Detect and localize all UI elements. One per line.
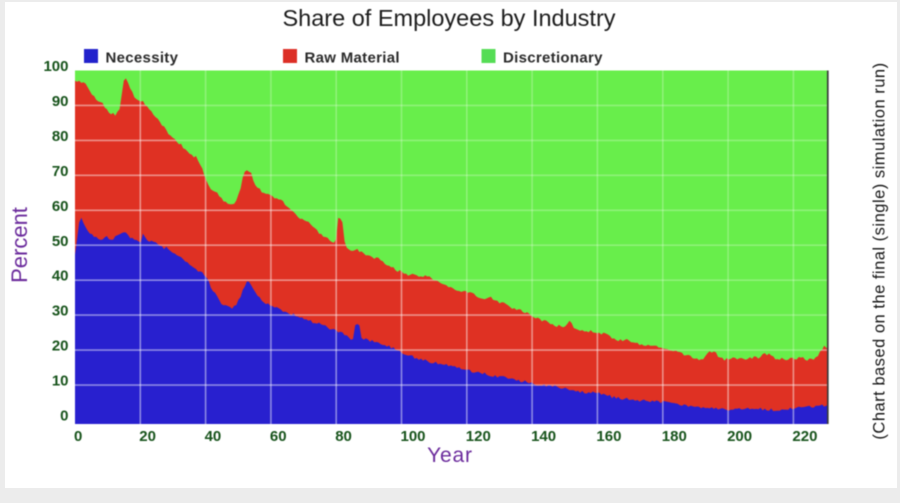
svg-text:30: 30 xyxy=(52,303,69,320)
svg-text:20: 20 xyxy=(52,338,69,355)
svg-text:140: 140 xyxy=(531,428,556,445)
svg-text:Share of Employees by Industry: Share of Employees by Industry xyxy=(282,5,615,31)
svg-text:100: 100 xyxy=(43,58,68,75)
svg-text:40: 40 xyxy=(205,428,222,445)
svg-text:180: 180 xyxy=(662,428,687,445)
svg-text:70: 70 xyxy=(52,163,69,180)
svg-text:0: 0 xyxy=(60,408,68,425)
svg-text:160: 160 xyxy=(596,428,621,445)
svg-text:40: 40 xyxy=(52,268,69,285)
svg-text:80: 80 xyxy=(335,428,352,445)
svg-text:Percent: Percent xyxy=(7,207,32,283)
svg-text:Year: Year xyxy=(427,444,473,467)
svg-text:200: 200 xyxy=(727,428,752,445)
svg-text:0: 0 xyxy=(74,428,82,445)
svg-text:50: 50 xyxy=(52,233,69,250)
svg-text:Raw Material: Raw Material xyxy=(305,50,400,67)
svg-text:Discretionary: Discretionary xyxy=(503,50,603,67)
svg-text:80: 80 xyxy=(52,128,69,145)
svg-text:(Chart based on the final (sin: (Chart based on the final (single) simul… xyxy=(871,62,889,439)
svg-text:60: 60 xyxy=(270,428,287,445)
svg-text:90: 90 xyxy=(52,93,69,110)
svg-text:Necessity: Necessity xyxy=(106,50,179,67)
svg-text:20: 20 xyxy=(139,428,156,445)
svg-text:220: 220 xyxy=(792,428,817,445)
svg-text:120: 120 xyxy=(466,428,491,445)
svg-text:10: 10 xyxy=(52,373,69,390)
svg-text:100: 100 xyxy=(401,428,426,445)
svg-text:60: 60 xyxy=(52,198,69,215)
